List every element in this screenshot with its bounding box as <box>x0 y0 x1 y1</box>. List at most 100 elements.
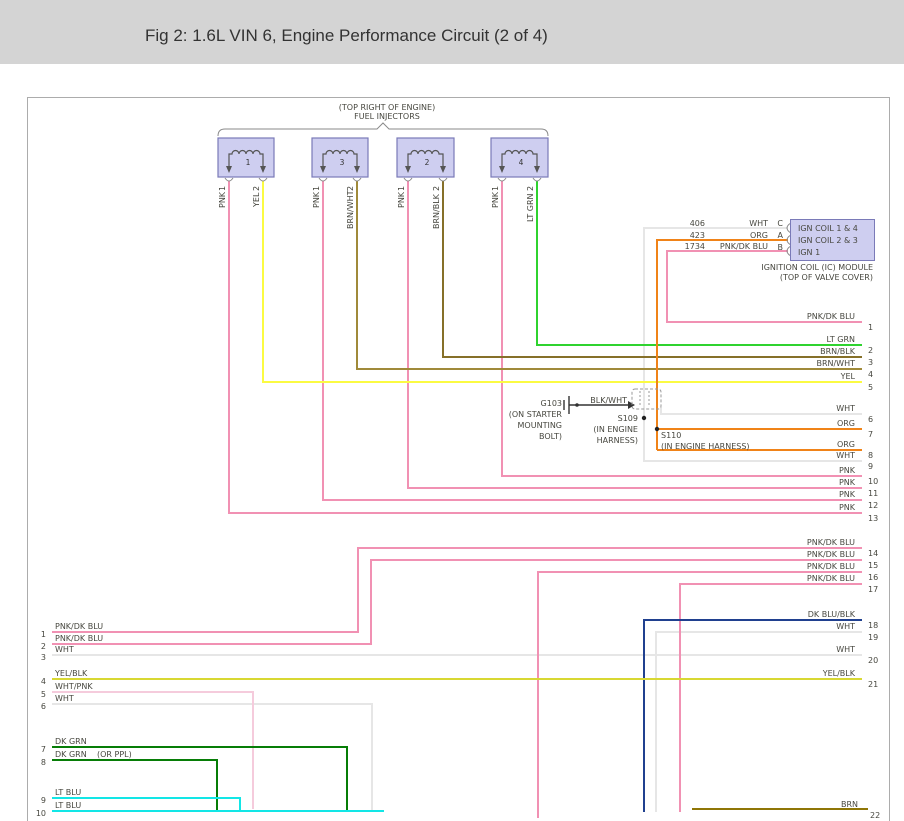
pin-arrow <box>405 166 411 173</box>
ground-name: G103 <box>540 399 562 408</box>
pin-number: 2 <box>526 186 535 191</box>
terminal-number: 7 <box>868 430 874 439</box>
terminal-number: 6 <box>868 415 874 424</box>
terminal-number: 5 <box>868 383 874 392</box>
wires-brn-wht <box>356 181 862 370</box>
terminal-number: 16 <box>868 573 879 582</box>
pin-number: 1 <box>397 186 406 191</box>
wire-color-label: WHT <box>55 645 74 654</box>
pin-number: 2 <box>432 186 441 191</box>
wire-color-label: PNK/DK BLU <box>806 562 855 571</box>
pin-arrow <box>440 166 446 173</box>
pin-arrow <box>260 166 266 173</box>
wire-color-label: PNK <box>838 503 855 512</box>
ground-location: MOUNTING <box>517 421 562 430</box>
wire-color-label: PNK <box>491 191 500 208</box>
splice-location: (IN ENGINE <box>593 425 638 434</box>
ic-module-location: (TOP OF VALVE COVER) <box>779 273 873 282</box>
terminal-number: 10 <box>35 809 46 818</box>
wire-color-label: BRN/WHT <box>346 190 355 229</box>
wire-color-label: PNK/DK BLU <box>806 550 855 559</box>
pin-letter: C <box>777 219 783 228</box>
pin-number: 2 <box>346 186 355 191</box>
s110-splice-dot <box>654 426 660 432</box>
inline-connector <box>631 388 662 410</box>
wires-dk-blu-blk <box>643 619 862 812</box>
injector-brace <box>217 122 549 137</box>
terminal-number: 2 <box>868 346 874 355</box>
wires-wht-pnk <box>52 691 254 809</box>
ground-location: (ON STARTER <box>508 410 562 419</box>
terminal-number: 4 <box>40 677 46 686</box>
terminal-number: 17 <box>868 585 879 594</box>
wires-wht <box>52 227 862 812</box>
wire-color-label: PNK <box>397 191 406 208</box>
figure-title: Fig 2: 1.6L VIN 6, Engine Performance Ci… <box>145 26 548 45</box>
wire-color-label: DK BLU/BLK <box>807 610 855 619</box>
wire-color-label: PNK <box>838 478 855 487</box>
ic-row-label: IGN 1 <box>798 248 821 257</box>
terminal-number: 7 <box>40 745 46 754</box>
terminal-number: 11 <box>868 489 879 498</box>
wire-color-label: YEL <box>840 372 855 381</box>
ic-module-name: IGNITION COIL (IC) MODULE <box>761 263 873 272</box>
wire-color-label: WHT <box>836 645 855 654</box>
injector-3: 3 <box>311 137 369 182</box>
terminal-number: 8 <box>868 451 874 460</box>
wire-color-label: PNK <box>312 191 321 208</box>
wire-color-label: PNK/DK BLU <box>55 622 104 631</box>
pin-arrow <box>320 166 326 173</box>
wire-color-label: WHT <box>836 404 855 413</box>
injector-4: 4 <box>490 137 549 182</box>
wire-color-label: PNK/DK BLU <box>719 242 768 251</box>
splice-name: S109 <box>617 414 638 423</box>
pin-number: 2 <box>252 186 261 191</box>
injector-group-label: FUEL INJECTORS <box>354 112 420 121</box>
wires-dk-grn <box>52 746 348 812</box>
wire-color-label: YEL/BLK <box>822 669 855 678</box>
wire-color-label: BRN <box>840 800 858 809</box>
terminal-number: 22 <box>870 811 881 820</box>
terminal-number: 1 <box>40 630 46 639</box>
ic-row-label: IGN COIL 1 & 4 <box>798 224 858 233</box>
terminal-number: 20 <box>868 656 879 665</box>
injector-number: 2 <box>425 158 430 167</box>
wire-color-label: LT BLU <box>55 788 82 797</box>
diagram-border <box>27 97 890 821</box>
terminal-number: 9 <box>40 796 46 805</box>
wire-color-label: WHT <box>749 219 768 228</box>
ic-module-pin-arcs <box>786 223 791 256</box>
wire-color-label: LT GRN <box>526 193 535 222</box>
wire-color-label: DK GRN <box>55 737 87 746</box>
terminal-number: 19 <box>868 633 879 642</box>
wire-color-label: PNK/DK BLU <box>55 634 104 643</box>
s109-splice-dot <box>641 415 647 421</box>
pin-letter: A <box>777 231 783 240</box>
arrowhead <box>628 401 635 409</box>
terminal-number: 6 <box>40 702 46 711</box>
wire-color-label: BRN/BLK <box>820 347 855 356</box>
wire-color-label: PNK <box>218 191 227 208</box>
terminal-number: 9 <box>868 462 874 471</box>
pin-number: 1 <box>312 186 321 191</box>
pin-arrow <box>226 166 232 173</box>
injector-number: 3 <box>340 158 345 167</box>
wire-color-label: LT BLU <box>55 801 82 810</box>
wires-lt-blu <box>52 797 384 812</box>
terminal-number: 1 <box>868 323 874 332</box>
wire-color-label: WHT/PNK <box>55 682 93 691</box>
wire-color-label: WHT <box>836 622 855 631</box>
terminal-number: 4 <box>868 370 874 379</box>
terminal-number: 3 <box>40 653 46 662</box>
injector-location-label: (TOP RIGHT OF ENGINE) <box>338 103 436 112</box>
wire-color-label: YEL/BLK <box>55 669 88 678</box>
pin-arrow <box>499 166 505 173</box>
terminal-number: 2 <box>40 642 46 651</box>
wire-color-label: PNK/DK BLU <box>806 574 855 583</box>
terminal-number: 21 <box>868 680 879 689</box>
ic-row-label: IGN COIL 2 & 3 <box>798 236 858 245</box>
circuit-number: 423 <box>689 231 705 240</box>
wire-color-label: ORG <box>749 231 768 240</box>
